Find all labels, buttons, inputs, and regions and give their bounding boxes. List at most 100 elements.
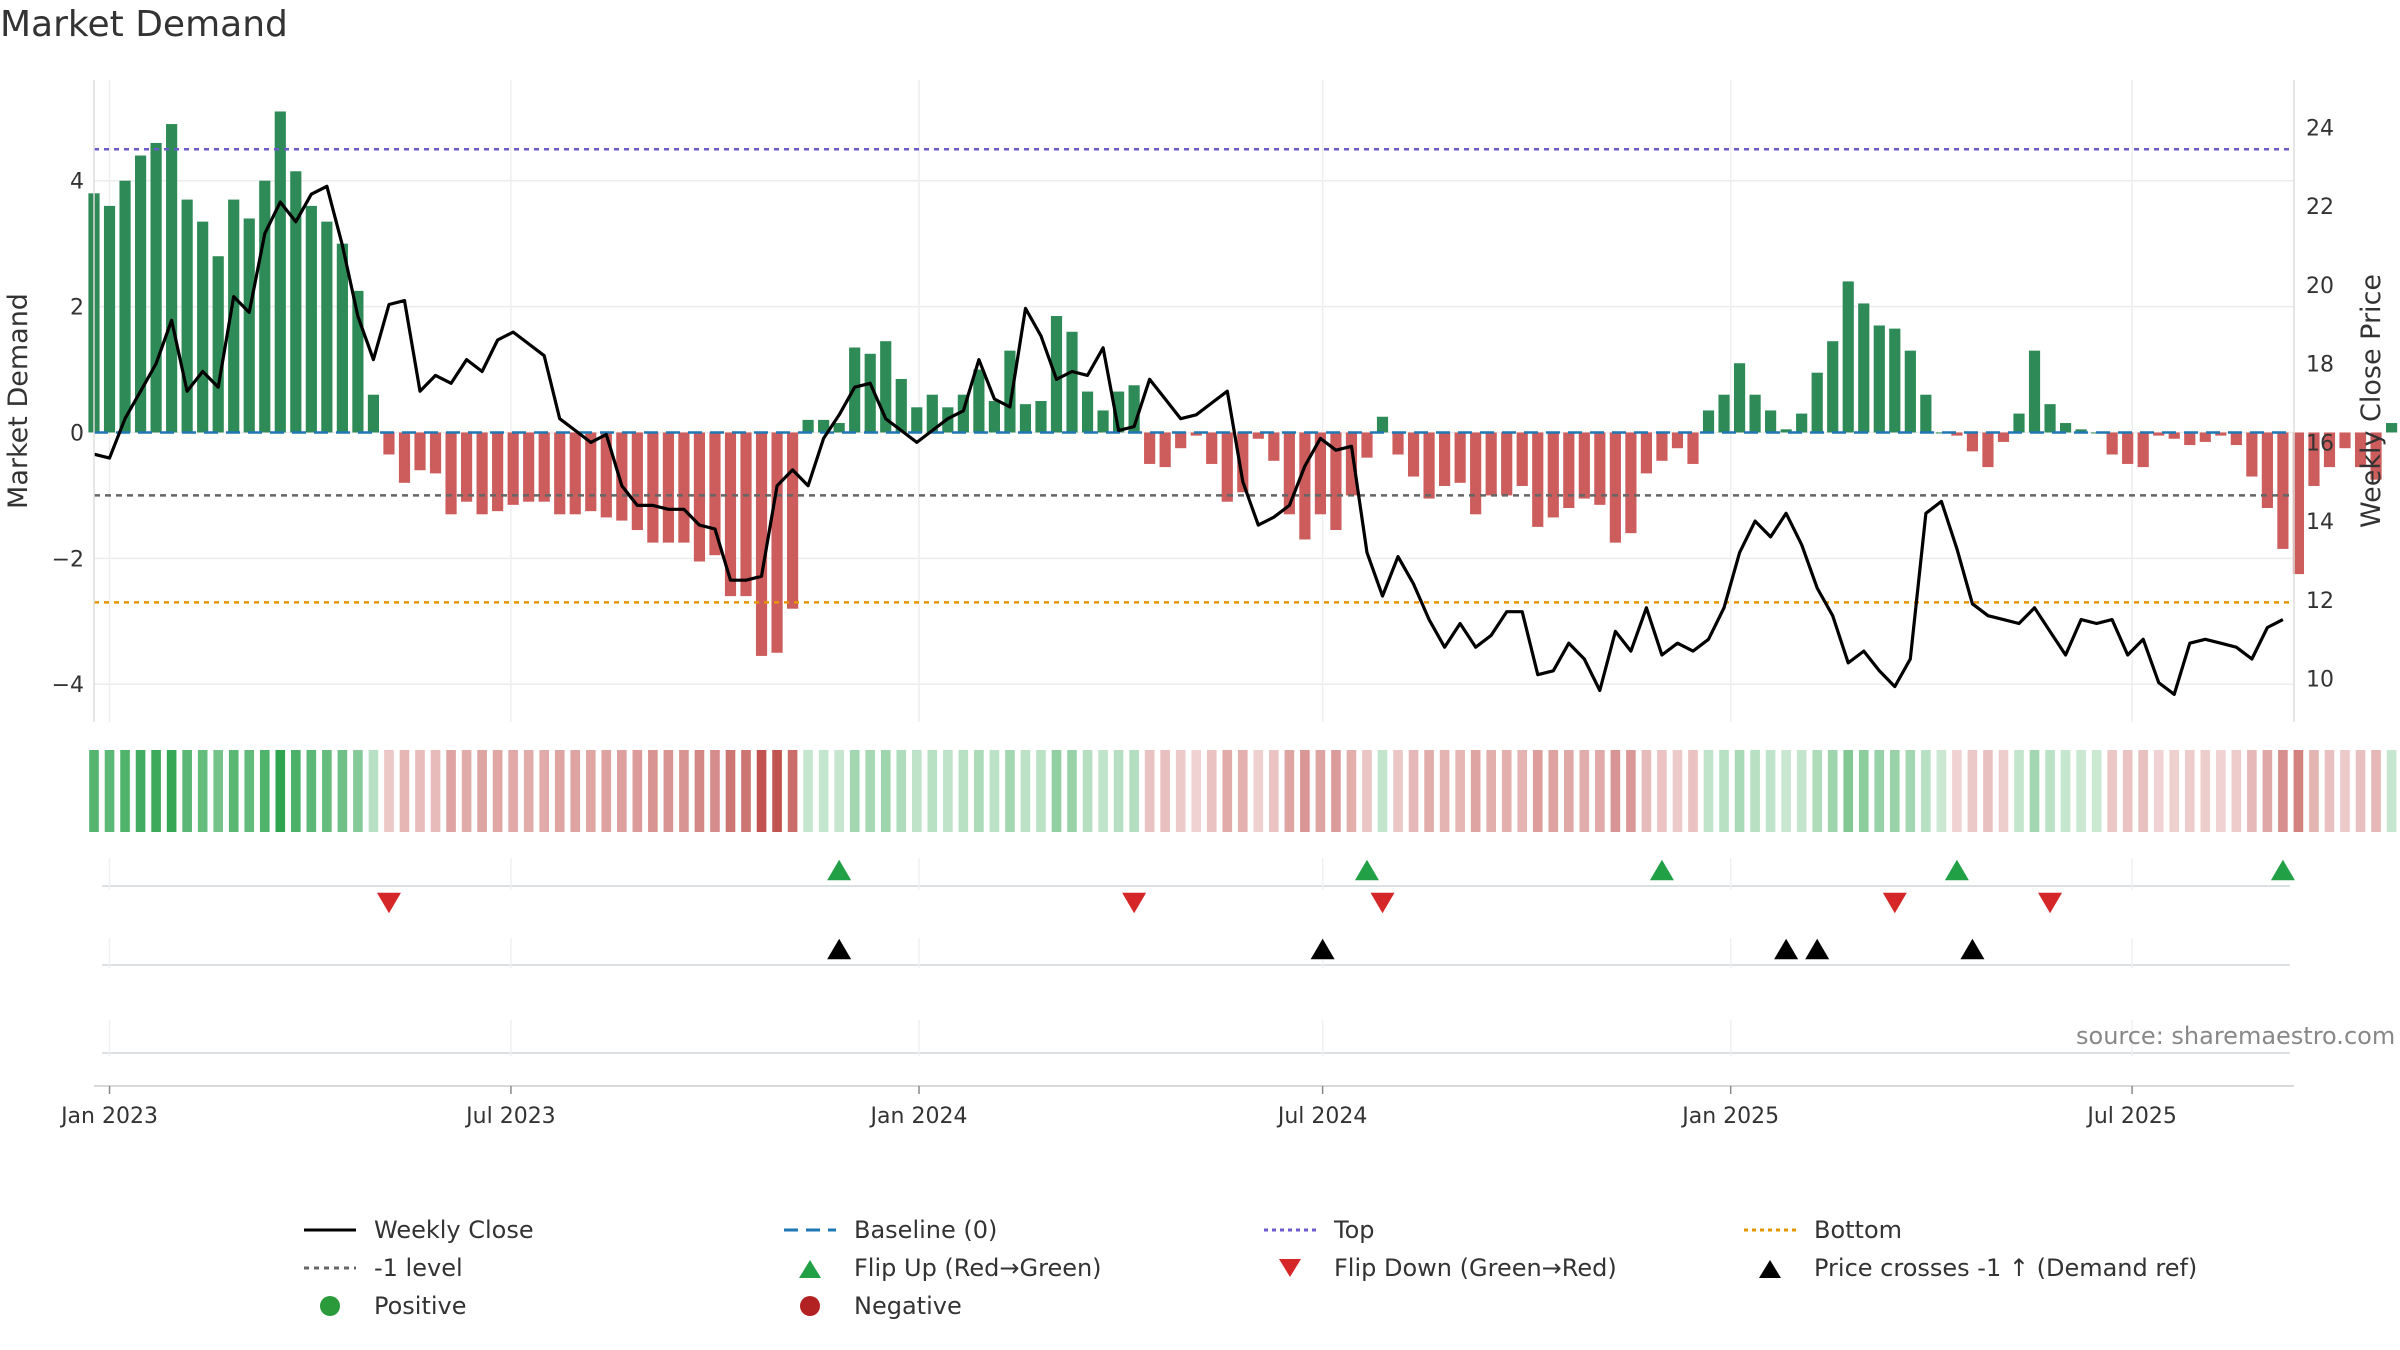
strip-cell-negative bbox=[601, 750, 612, 832]
price-cross-marker bbox=[1310, 938, 1335, 960]
strip-cell-negative bbox=[787, 750, 798, 832]
demand-bar bbox=[321, 221, 333, 433]
dotted-line-swatch-icon bbox=[1264, 1228, 1316, 1232]
strip-cell-positive bbox=[865, 750, 876, 832]
flip-down-marker bbox=[376, 892, 401, 914]
strip-cell-negative bbox=[1284, 750, 1295, 832]
strip-cell-positive bbox=[182, 750, 192, 832]
strip-cell-negative bbox=[2153, 750, 2164, 832]
strip-cell-positive bbox=[1858, 750, 1869, 832]
circle-icon bbox=[320, 1296, 340, 1316]
demand-bar bbox=[1035, 401, 1047, 433]
demand-bar bbox=[1407, 432, 1420, 477]
y-tick-label: 0 bbox=[70, 421, 84, 446]
legend-label: Bottom bbox=[1814, 1216, 1903, 1244]
y2-tick-label: 10 bbox=[2306, 668, 2334, 693]
strip-cell-positive bbox=[989, 750, 1000, 832]
demand-bar bbox=[150, 142, 162, 433]
strip-cell-positive bbox=[1377, 750, 1388, 832]
demand-bar bbox=[647, 432, 659, 543]
demand-bar bbox=[1780, 429, 1792, 433]
demand-bar bbox=[1873, 325, 1885, 433]
demand-bar bbox=[383, 432, 395, 455]
gridlines bbox=[94, 80, 2294, 722]
strip-cell-negative bbox=[1688, 750, 1698, 832]
demand-bar bbox=[2385, 423, 2398, 433]
flip-up-marker bbox=[1944, 859, 1969, 881]
strip-cell-negative bbox=[539, 750, 550, 832]
demand-bar bbox=[771, 432, 783, 653]
strip-cell-negative bbox=[1626, 750, 1636, 832]
strip-cell-negative bbox=[2278, 750, 2288, 832]
x-tick-label: Jul 2024 bbox=[1276, 1104, 1368, 1129]
strip-cell-negative bbox=[1346, 750, 1357, 832]
strip-cell-positive bbox=[849, 750, 860, 832]
strip-cell-positive bbox=[1812, 750, 1822, 832]
strip-cell-positive bbox=[337, 750, 348, 832]
strip-cell-negative bbox=[694, 750, 705, 832]
strip-cell-negative bbox=[1206, 750, 1217, 832]
strip-cell-negative bbox=[1501, 750, 1512, 832]
demand-color-strip bbox=[89, 750, 2397, 832]
demand-bar bbox=[1175, 432, 1187, 449]
strip-cell-positive bbox=[1020, 750, 1031, 832]
strip-cell-positive bbox=[880, 750, 891, 832]
y2-tick-label: 12 bbox=[2306, 589, 2334, 614]
demand-bar bbox=[1532, 432, 1544, 527]
demand-bars bbox=[88, 111, 2398, 656]
legend-item-dot-neg: Negative bbox=[780, 1288, 962, 1324]
strip-cell-positive bbox=[1098, 750, 1108, 832]
demand-bar bbox=[2153, 432, 2165, 436]
strip-cell-negative bbox=[2262, 750, 2273, 832]
demand-bar bbox=[445, 432, 457, 515]
strip-cell-negative bbox=[1439, 750, 1450, 832]
dotted-line-swatch-icon bbox=[304, 1266, 356, 1270]
flip-up-marker bbox=[827, 859, 852, 881]
strip-cell-negative bbox=[1408, 750, 1419, 832]
strip-cell-negative bbox=[2293, 750, 2304, 832]
legend-label: Negative bbox=[854, 1292, 962, 1320]
legend-label: -1 level bbox=[374, 1254, 463, 1282]
x-axis: Jan 2023 Jul 2023 Jan 2024 Jul 2024 Jan 2025… bbox=[59, 1085, 2294, 1129]
line-swatch-icon bbox=[304, 1228, 356, 1232]
demand-bar bbox=[755, 432, 768, 656]
demand-bar bbox=[1733, 363, 1746, 433]
demand-bar bbox=[1144, 432, 1156, 464]
strip-cell-negative bbox=[2216, 750, 2226, 832]
demand-bar bbox=[1904, 350, 1916, 433]
strip-cell-negative bbox=[772, 750, 782, 832]
strip-cell-negative bbox=[1641, 750, 1652, 832]
demand-bar bbox=[1547, 432, 1559, 518]
strip-cell-positive bbox=[1750, 750, 1760, 832]
demand-bar bbox=[2323, 432, 2336, 468]
strip-cell-positive bbox=[1113, 750, 1124, 832]
demand-bar bbox=[507, 432, 519, 505]
strip-cell-positive bbox=[1874, 750, 1885, 832]
demand-bar bbox=[1501, 432, 1513, 496]
strip-cell-negative bbox=[741, 750, 751, 832]
demand-bar bbox=[1113, 391, 1125, 433]
demand-bar bbox=[1858, 303, 1870, 433]
strip-cell-negative bbox=[430, 750, 441, 832]
demand-bar bbox=[2075, 429, 2087, 433]
demand-bar bbox=[1376, 416, 1389, 433]
demand-bar bbox=[1470, 432, 1482, 515]
strip-cell-positive bbox=[1796, 750, 1807, 832]
strip-cell-negative bbox=[2309, 750, 2319, 832]
price-cross-marker bbox=[1774, 938, 1799, 960]
flip-up-marker bbox=[1354, 859, 1379, 881]
demand-bar bbox=[911, 407, 923, 433]
demand-bar bbox=[787, 432, 799, 609]
price-cross-marker bbox=[1805, 938, 1830, 960]
demand-bar bbox=[1842, 281, 1854, 433]
demand-bar bbox=[631, 432, 643, 531]
strip-cell-negative bbox=[477, 750, 487, 832]
demand-bar bbox=[367, 394, 380, 433]
strip-cell-negative bbox=[2169, 750, 2180, 832]
strip-cell-positive bbox=[1067, 750, 1077, 832]
strip-cell-positive bbox=[89, 750, 99, 832]
strip-cell-negative bbox=[461, 750, 472, 832]
strip-cell-positive bbox=[834, 750, 844, 832]
demand-bar bbox=[119, 180, 131, 433]
